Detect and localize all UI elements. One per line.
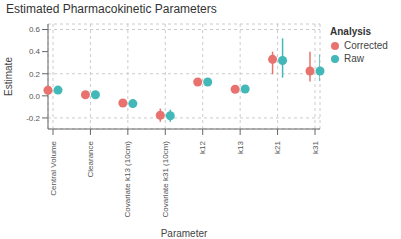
- html-text:Analysis: Analysis: [330, 26, 372, 37]
- svg-text:Clearance: Clearance: [86, 140, 95, 177]
- svg-text:0.6: 0.6: [29, 25, 41, 34]
- svg-text:Estimate: Estimate: [8, 57, 14, 96]
- svg-text:0.2: 0.2: [29, 70, 41, 79]
- svg-text:Covariate k13 (10cm): Covariate k13 (10cm): [123, 141, 132, 218]
- svg-text:Parameter: Parameter: [161, 228, 208, 239]
- html-text:Corrected: Corrected: [344, 40, 388, 51]
- svg-text:k31: k31: [311, 140, 320, 153]
- svg-text:0.0: 0.0: [29, 92, 41, 101]
- html-text:Estimated Pharmacokinetic Para: Estimated Pharmacokinetic Parameters: [6, 2, 217, 16]
- svg-text:0.4: 0.4: [29, 47, 41, 56]
- html-text:Raw: Raw: [344, 53, 364, 64]
- svg-text:k12: k12: [198, 140, 207, 153]
- svg-text:Covariate k31 (10cm): Covariate k31 (10cm): [161, 141, 170, 218]
- svg-text:-0.2: -0.2: [26, 114, 40, 123]
- svg-text:Central Volume: Central Volume: [49, 140, 58, 195]
- svg-text:k21: k21: [273, 140, 282, 153]
- svg-text:k13: k13: [236, 140, 245, 153]
